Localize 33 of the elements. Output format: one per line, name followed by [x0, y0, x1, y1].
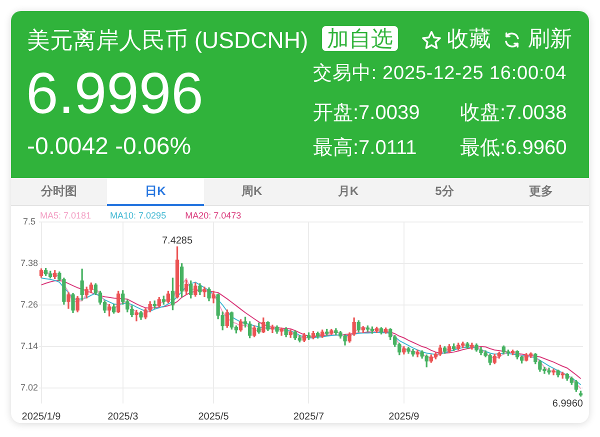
- text: 5分: [435, 184, 454, 198]
- text: 6.9996: [26, 61, 204, 126]
- text: 刷新: [528, 26, 572, 51]
- tab: 日K: [107, 178, 204, 206]
- text: MA5: 7.0181: [40, 210, 92, 220]
- text: 最高:7.0111: [313, 137, 417, 159]
- text: 月K: [338, 184, 358, 198]
- y-tick-label: 7.5: [22, 216, 36, 226]
- text: 分时图: [41, 184, 78, 198]
- x-tick-label: 2025/1/9: [22, 411, 62, 422]
- x-tick-label: 2025/5: [198, 411, 230, 422]
- text: 收盘:7.0038: [460, 102, 567, 124]
- text: 交易中: 2025-12-25 16:00:04: [313, 63, 567, 84]
- text: MA20: 7.0473: [185, 210, 242, 220]
- x-tick-label: 2025/7: [293, 411, 324, 422]
- x-tick-label: 2025/3: [108, 411, 139, 422]
- candlestick: [134, 310, 138, 322]
- x-tick-label: 2025/9: [388, 411, 420, 422]
- text: 美元离岸人民币 (USDCNH): [27, 27, 308, 53]
- text: 开盘:7.0039: [313, 102, 420, 124]
- y-tick-label: 7.38: [20, 258, 38, 268]
- text: 收藏: [447, 26, 491, 51]
- y-tick-label: 7.02: [20, 382, 38, 393]
- add-button: 加自选: [322, 26, 398, 51]
- text: 更多: [528, 184, 553, 198]
- text: 周K: [241, 184, 262, 198]
- annotation: 7.4285: [162, 235, 193, 246]
- y-tick-label: 7.26: [20, 300, 38, 310]
- annotation: 6.9960: [552, 398, 584, 410]
- y-tick-label: 7.14: [20, 341, 38, 352]
- text: 最低:6.9960: [460, 137, 567, 159]
- text: MA10: 7.0295: [110, 210, 166, 220]
- text: -0.0042 -0.06%: [27, 133, 192, 160]
